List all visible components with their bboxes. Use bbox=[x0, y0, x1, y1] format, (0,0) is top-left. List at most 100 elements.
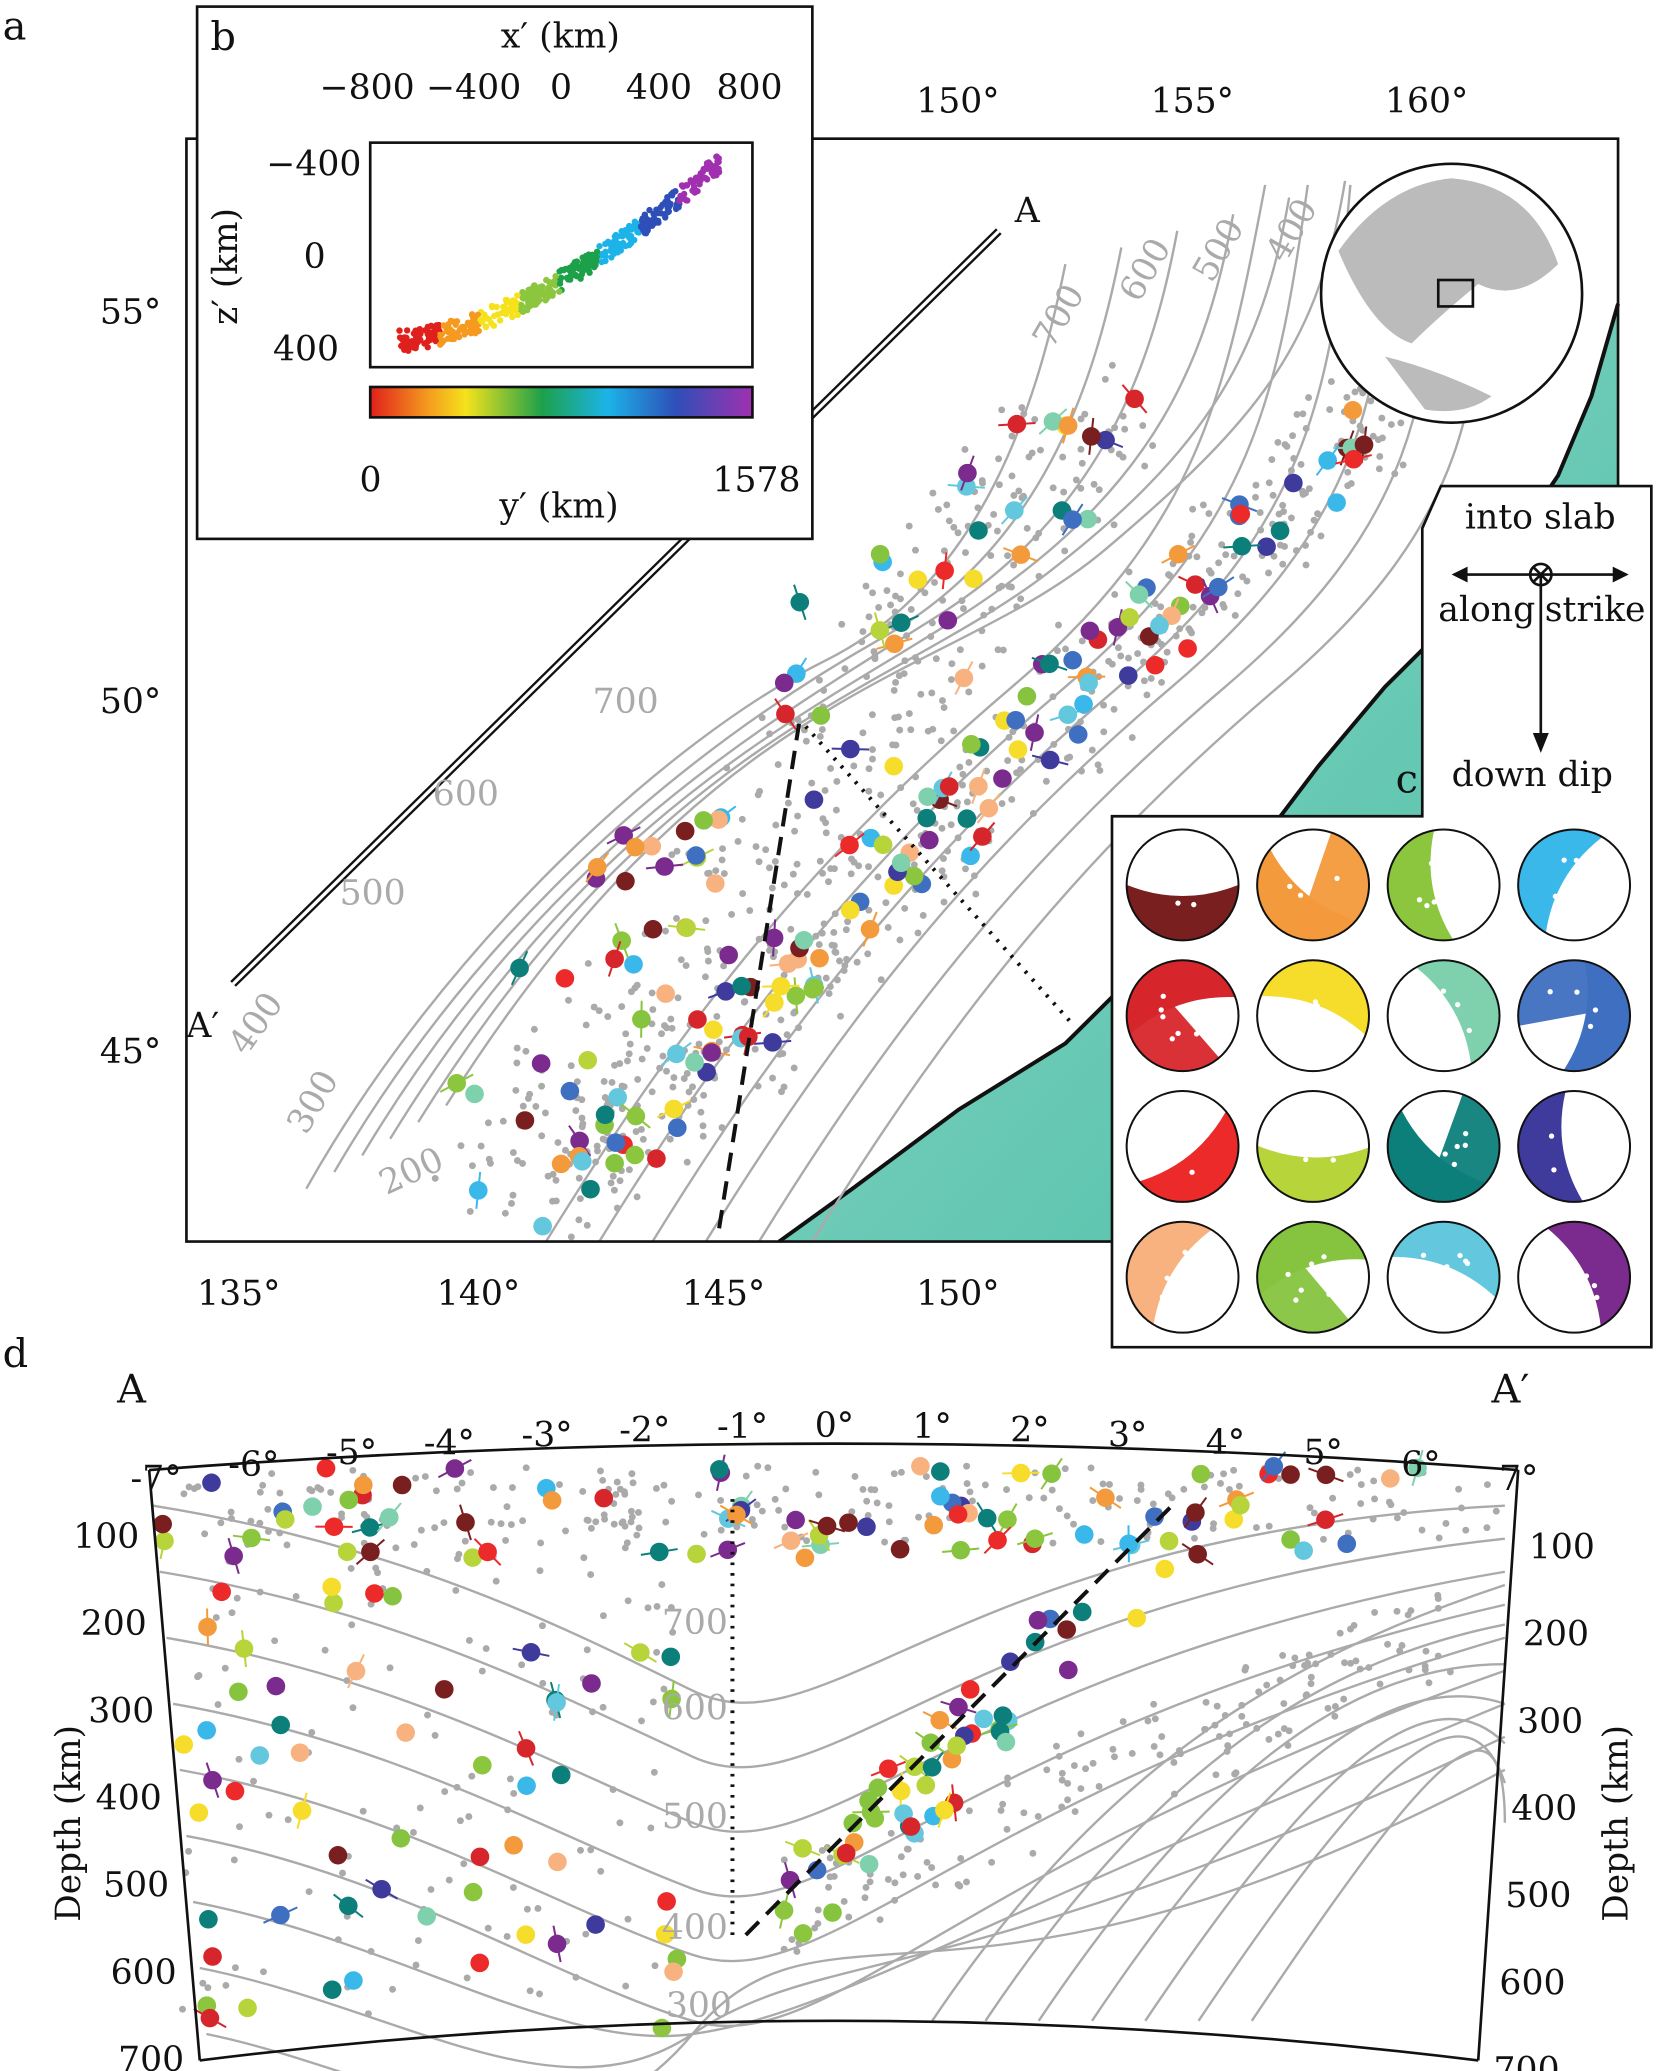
event-marker bbox=[786, 1510, 805, 1530]
earthquake-dot bbox=[1299, 410, 1307, 418]
earthquake-dot bbox=[1398, 1642, 1406, 1649]
inset-xtick: 800 bbox=[716, 68, 782, 108]
earthquake-dot bbox=[579, 1120, 587, 1128]
event-marker bbox=[930, 1710, 950, 1730]
earthquake-dot bbox=[519, 1159, 526, 1167]
event-marker bbox=[547, 1693, 566, 1712]
event-marker bbox=[612, 931, 632, 950]
earthquake-dot bbox=[1013, 769, 1021, 777]
event-marker bbox=[1058, 1660, 1078, 1680]
earthquake-dot bbox=[1004, 1780, 1012, 1788]
event-marker bbox=[957, 809, 977, 828]
earthquake-dot bbox=[704, 869, 712, 877]
event-marker bbox=[688, 1010, 707, 1029]
earthquake-dot bbox=[1191, 1534, 1198, 1542]
earthquake-dot bbox=[938, 867, 946, 875]
inset-point bbox=[447, 317, 455, 325]
event-marker bbox=[582, 1674, 601, 1693]
earthquake-dot bbox=[712, 867, 720, 875]
earthquake-dot bbox=[579, 1488, 587, 1495]
inset-point bbox=[467, 329, 475, 337]
earthquake-dot bbox=[871, 655, 879, 663]
earthquake-dot bbox=[980, 611, 988, 619]
inset-point bbox=[498, 309, 506, 317]
earthquake-dot bbox=[1344, 482, 1352, 490]
section-x-tick: -6° bbox=[228, 1445, 279, 1485]
inset-point bbox=[648, 217, 656, 224]
earthquake-dot bbox=[754, 1082, 762, 1090]
colorbar-max: 1578 bbox=[712, 460, 800, 500]
earthquake-dot bbox=[1116, 1495, 1124, 1502]
event-marker bbox=[1068, 725, 1088, 744]
earthquake-dot bbox=[787, 925, 795, 933]
earthquake-dot bbox=[1356, 1665, 1364, 1673]
event-marker bbox=[456, 1513, 475, 1532]
earthquake-dot bbox=[668, 851, 676, 859]
event-marker bbox=[1078, 509, 1098, 529]
depth-tick-right: 600 bbox=[1499, 1964, 1565, 2004]
earthquake-dot bbox=[222, 1981, 230, 1989]
event-marker bbox=[303, 1497, 322, 1516]
event-marker bbox=[1316, 1465, 1336, 1485]
earthquake-dot bbox=[1087, 1464, 1095, 1472]
earthquake-dot bbox=[1302, 561, 1310, 569]
earthquake-dot bbox=[562, 1146, 569, 1154]
earthquake-dot bbox=[638, 1717, 645, 1725]
earthquake-dot bbox=[968, 1497, 976, 1505]
event-marker bbox=[811, 706, 831, 725]
focal-mechanism-16 bbox=[1517, 1220, 1632, 1334]
earthquake-dot bbox=[1371, 1495, 1379, 1503]
earthquake-dot bbox=[1111, 591, 1119, 598]
event-marker bbox=[548, 1852, 567, 1872]
inset-point bbox=[646, 206, 653, 214]
earthquake-dot bbox=[958, 597, 966, 605]
earthquake-dot bbox=[466, 1207, 474, 1215]
earthquake-dot bbox=[670, 1074, 678, 1081]
earthquake-dot bbox=[913, 806, 921, 814]
earthquake-dot bbox=[827, 865, 835, 872]
earthquake-dot bbox=[1125, 654, 1132, 662]
earthquake-dot bbox=[887, 1829, 895, 1837]
event-marker bbox=[1008, 740, 1028, 759]
earthquake-dot bbox=[499, 1117, 507, 1125]
earthquake-dot bbox=[1077, 445, 1085, 453]
lon-tick-140: 140° bbox=[437, 1274, 520, 1314]
earthquake-dot bbox=[1193, 553, 1201, 561]
earthquake-dot bbox=[815, 676, 823, 684]
earthquake-dot bbox=[1017, 595, 1025, 603]
event-marker bbox=[445, 1459, 465, 1478]
earthquake-dot bbox=[1352, 1657, 1360, 1665]
event-marker bbox=[1284, 473, 1303, 493]
earthquake-dot bbox=[914, 657, 922, 665]
earthquake-dot bbox=[811, 1924, 819, 1932]
earthquake-dot bbox=[660, 1481, 668, 1489]
section-x-tick: 1° bbox=[912, 1407, 951, 1447]
event-marker bbox=[1011, 545, 1031, 564]
earthquake-dot bbox=[412, 1961, 420, 1969]
earthquake-dot bbox=[1008, 472, 1016, 480]
earthquake-dot bbox=[917, 690, 925, 698]
earthquake-dot bbox=[945, 517, 953, 525]
earthquake-dot bbox=[1256, 509, 1264, 517]
section-x-tick: 4° bbox=[1206, 1423, 1245, 1463]
inset-scatter bbox=[396, 153, 723, 354]
earthquake-dot bbox=[624, 1915, 632, 1923]
earthquake-dot bbox=[260, 1968, 267, 1976]
event-marker bbox=[198, 1617, 217, 1637]
inset-point bbox=[526, 303, 533, 310]
event-marker bbox=[1081, 427, 1101, 446]
earthquake-dot bbox=[865, 613, 873, 621]
earthquake-dot bbox=[891, 608, 899, 616]
earthquake-dot bbox=[1121, 425, 1129, 433]
section-x-tick: -1° bbox=[717, 1407, 768, 1447]
inset-point bbox=[403, 327, 411, 334]
event-marker bbox=[328, 1846, 348, 1865]
event-marker bbox=[234, 1639, 254, 1658]
earthquake-dot bbox=[1269, 491, 1277, 499]
earthquake-dot bbox=[970, 872, 978, 880]
event-marker bbox=[655, 857, 674, 876]
earthquake-dot bbox=[1384, 1640, 1392, 1648]
event-marker bbox=[823, 1903, 842, 1922]
earthquake-dot bbox=[484, 1119, 492, 1127]
earthquake-dot bbox=[859, 1485, 867, 1493]
